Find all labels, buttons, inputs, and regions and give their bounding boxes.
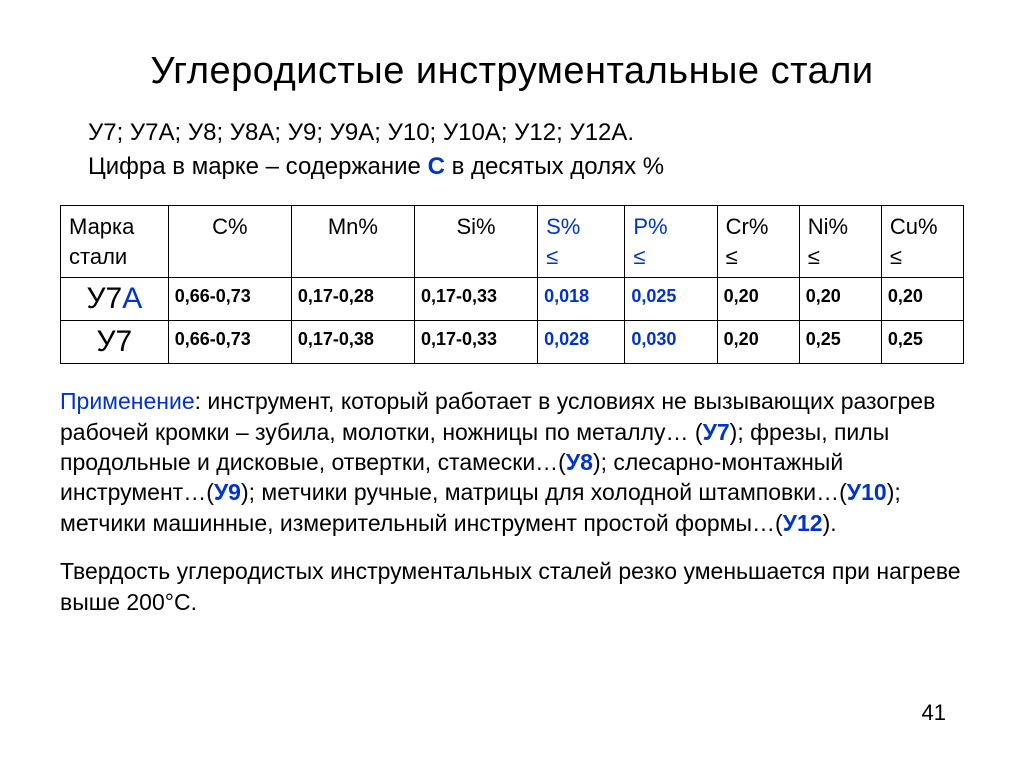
col-grade-l1: Марка <box>69 214 134 239</box>
application-label: Применение <box>60 388 195 414</box>
col-s-l1: S% <box>546 214 580 239</box>
row-grade-black: У7 <box>86 282 122 315</box>
table-header-row: Марка стали C% Mn% Si% S% ≤ P% ≤ Cr% ≤ N… <box>61 206 964 278</box>
slide-title: Углеродистые инструментальные стали <box>60 50 964 93</box>
col-grade: Марка стали <box>61 206 169 278</box>
cell-cr: 0,20 <box>717 278 799 321</box>
table-row: У70,66-0,730,17-0,380,17-0,330,0280,0300… <box>61 321 964 364</box>
row-grade-black: У7 <box>96 325 132 358</box>
cell-p: 0,025 <box>625 278 717 321</box>
app-u12: У12 <box>783 510 823 536</box>
col-s-l2: ≤ <box>546 244 558 269</box>
col-cr-l2: ≤ <box>726 244 738 269</box>
cell-cr: 0,20 <box>717 321 799 364</box>
cell-c: 0,66-0,73 <box>168 321 291 364</box>
paren-open: ( <box>695 419 703 445</box>
app-u10: У10 <box>847 479 887 505</box>
page-number: 41 <box>922 700 946 726</box>
app-t3: ); метчики ручные, матрицы для холодной … <box>241 479 847 505</box>
col-ni-l1: Ni% <box>808 214 848 239</box>
hardness-note: Твердость углеродистых инструментальных … <box>60 556 964 617</box>
cell-mn: 0,17-0,38 <box>291 321 414 364</box>
col-p: P% ≤ <box>625 206 717 278</box>
col-mn: Mn% <box>291 206 414 278</box>
cell-cu: 0,25 <box>881 321 963 364</box>
col-ni-l2: ≤ <box>808 244 820 269</box>
col-cr: Cr% ≤ <box>717 206 799 278</box>
col-cu-l2: ≤ <box>890 244 902 269</box>
col-p-l2: ≤ <box>633 244 645 269</box>
col-cu-l1: Cu% <box>890 214 938 239</box>
col-si: Si% <box>414 206 537 278</box>
col-c: C% <box>168 206 291 278</box>
row-grade-blue: А <box>122 282 142 315</box>
cell-ni: 0,20 <box>799 278 881 321</box>
cell-cu: 0,20 <box>881 278 963 321</box>
col-ni: Ni% ≤ <box>799 206 881 278</box>
grades-list: У7; У7А; У8; У8А; У9; У9А; У10; У10А; У1… <box>88 119 964 147</box>
composition-table: Марка стали C% Mn% Si% S% ≤ P% ≤ Cr% ≤ N… <box>60 205 964 364</box>
app-t5: ). <box>823 510 837 536</box>
col-p-l1: P% <box>633 214 667 239</box>
app-u7: У7 <box>703 419 730 445</box>
cell-ni: 0,25 <box>799 321 881 364</box>
row-grade-label: У7А <box>61 278 169 321</box>
app-u8: У8 <box>566 449 593 475</box>
cell-s: 0,018 <box>538 278 625 321</box>
table-row: У7А0,66-0,730,17-0,280,17-0,330,0180,025… <box>61 278 964 321</box>
cell-c: 0,66-0,73 <box>168 278 291 321</box>
cell-mn: 0,17-0,28 <box>291 278 414 321</box>
col-s: S% ≤ <box>538 206 625 278</box>
row-grade-label: У7 <box>61 321 169 364</box>
cell-s: 0,028 <box>538 321 625 364</box>
subtitle: Цифра в марке – содержание С в десятых д… <box>88 153 964 181</box>
subtitle-c: С <box>428 153 445 180</box>
subtitle-post: в десятых долях % <box>445 153 664 180</box>
col-grade-l2: стали <box>69 244 127 269</box>
col-cu: Cu% ≤ <box>881 206 963 278</box>
application-paragraph: Применение: инструмент, который работает… <box>60 386 964 538</box>
cell-si: 0,17-0,33 <box>414 278 537 321</box>
cell-si: 0,17-0,33 <box>414 321 537 364</box>
col-cr-l1: Cr% <box>726 214 769 239</box>
app-u9: У9 <box>214 479 241 505</box>
cell-p: 0,030 <box>625 321 717 364</box>
subtitle-pre: Цифра в марке – содержание <box>88 153 428 180</box>
